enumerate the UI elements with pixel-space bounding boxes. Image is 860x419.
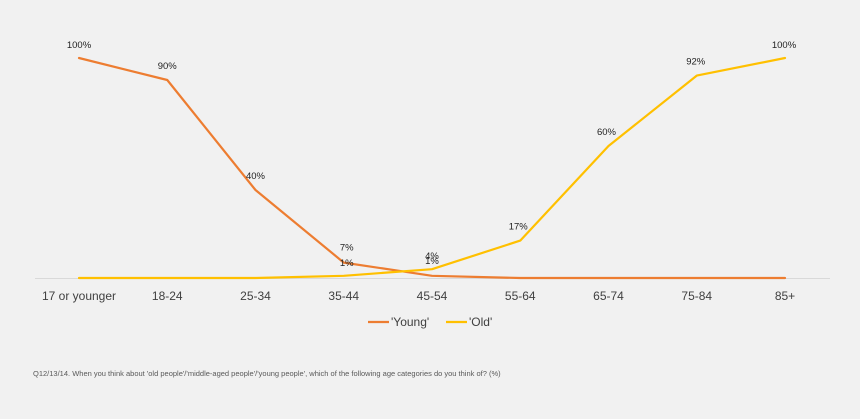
x-tick-label: 17 or younger	[42, 289, 116, 303]
line-chart: 100%90%40%7%1%1%4%17%60%92%100% 17 or yo…	[35, 40, 830, 329]
x-tick-label: 75-84	[681, 289, 712, 303]
legend-label: 'Old'	[469, 315, 492, 329]
data-label: 100%	[67, 40, 92, 51]
x-tick-label: 65-74	[593, 289, 624, 303]
x-tick-label: 18-24	[152, 289, 183, 303]
data-label: 4%	[425, 251, 439, 262]
legend-label: 'Young'	[391, 315, 429, 329]
footnote: Q12/13/14. When you think about 'old peo…	[33, 369, 501, 378]
data-labels: 100%90%40%7%1%1%4%17%60%92%100%	[67, 40, 797, 269]
data-label: 90%	[158, 61, 178, 72]
data-label: 1%	[340, 258, 354, 269]
data-label: 92%	[686, 57, 706, 68]
data-label: 7%	[340, 243, 354, 254]
series-line	[77, 56, 787, 280]
x-tick-label: 55-64	[505, 289, 536, 303]
data-label: 100%	[772, 40, 797, 51]
x-tick-labels: 17 or younger 18-24 25-34 35-44 45-54 55-64 65…	[42, 289, 795, 303]
data-label: 40%	[246, 171, 266, 182]
series-line	[77, 56, 787, 280]
data-label: 60%	[597, 127, 617, 138]
series-lines	[77, 56, 787, 280]
x-tick-label: 25-34	[240, 289, 271, 303]
data-label: 17%	[509, 222, 529, 233]
x-tick-label: 45-54	[417, 289, 448, 303]
legend: 'Young' 'Old'	[368, 315, 492, 329]
data-label: 1%	[425, 256, 439, 267]
x-tick-label: 85+	[775, 289, 795, 303]
x-tick-label: 35-44	[328, 289, 359, 303]
